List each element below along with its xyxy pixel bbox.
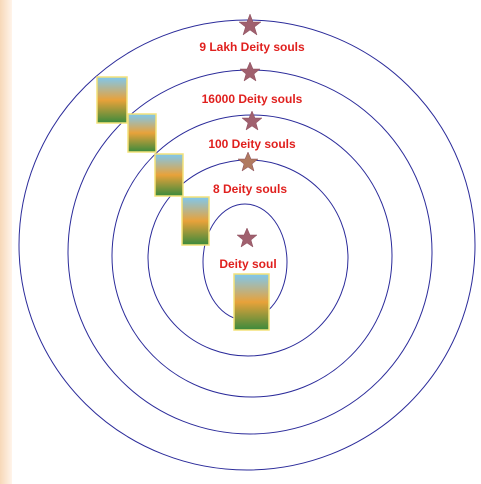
rings (18, 19, 476, 471)
star (241, 110, 263, 131)
deity-image (233, 273, 270, 331)
deity-image (154, 153, 184, 197)
deity-images (96, 76, 270, 331)
star (236, 227, 258, 248)
star (237, 151, 259, 172)
deity-image (96, 76, 128, 124)
stars (236, 13, 263, 248)
ring (111, 114, 393, 398)
deity-image (181, 196, 210, 246)
ring-label: Deity soul (219, 257, 276, 271)
ring-label: 8 Deity souls (213, 182, 287, 196)
ring (18, 19, 476, 471)
ring-label: 9 Lakh Deity souls (199, 40, 305, 54)
side-strip (0, 0, 12, 484)
ring-label: 16000 Deity souls (202, 92, 303, 106)
star (238, 13, 262, 36)
deity-image (127, 113, 157, 153)
ring-label: 100 Deity souls (208, 137, 296, 151)
star (239, 61, 261, 82)
